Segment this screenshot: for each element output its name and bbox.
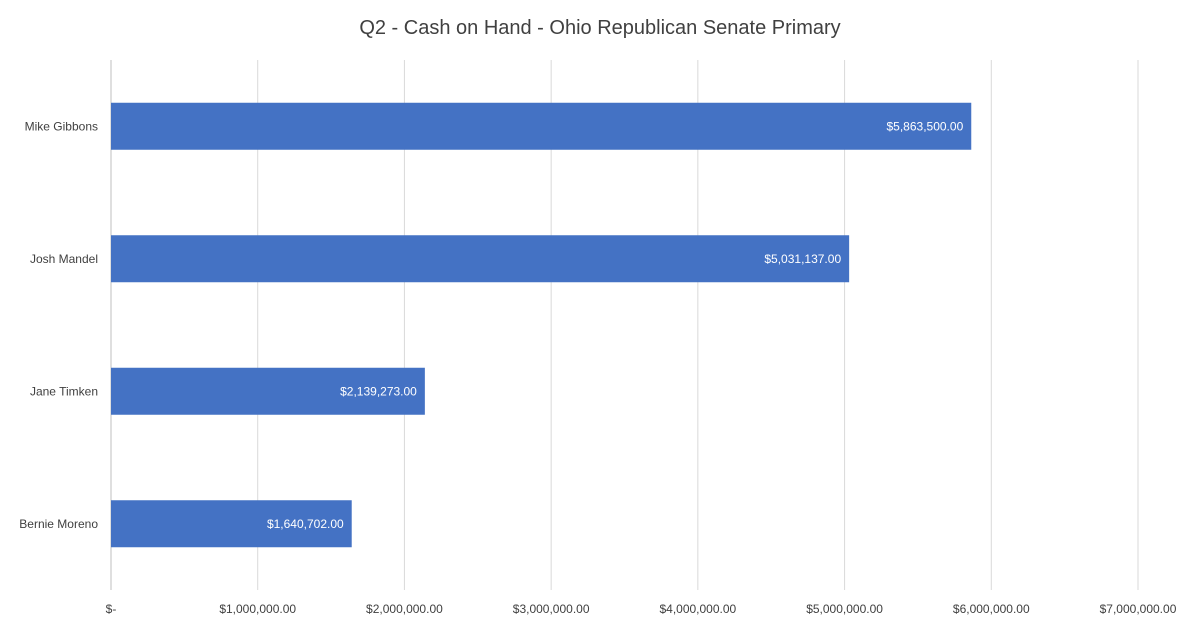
bar [111, 102, 972, 150]
x-tick-label: $6,000,000.00 [953, 602, 1030, 616]
bar [111, 367, 425, 415]
x-tick-label: $3,000,000.00 [513, 602, 590, 616]
data-labels: $5,863,500.00 $5,031,137.00 $2,139,273.00 $… [267, 119, 964, 531]
bars [111, 102, 972, 548]
data-label: $2,139,273.00 [340, 384, 417, 398]
category-labels: Mike Gibbons Josh Mandel Jane Timken Bernie… [19, 119, 98, 531]
chart-title: Q2 - Cash on Hand - Ohio Republican Sena… [359, 17, 840, 39]
category-label: Jane Timken [30, 384, 98, 398]
bar [111, 500, 352, 548]
data-label: $5,031,137.00 [764, 252, 841, 266]
x-tick-label: $4,000,000.00 [659, 602, 736, 616]
x-tick-label: $7,000,000.00 [1100, 602, 1177, 616]
x-axis-ticks: $- $1,000,000.00 $2,000,000.00 $3,000,000.0… [106, 602, 1177, 616]
x-tick-label: $2,000,000.00 [366, 602, 443, 616]
bar [111, 235, 850, 283]
category-label: Mike Gibbons [25, 119, 98, 133]
x-tick-label: $- [106, 602, 117, 616]
x-tick-label: $5,000,000.00 [806, 602, 883, 616]
data-label: $1,640,702.00 [267, 517, 344, 531]
category-label: Bernie Moreno [19, 517, 98, 531]
category-label: Josh Mandel [30, 252, 98, 266]
data-label: $5,863,500.00 [887, 119, 964, 133]
x-tick-label: $1,000,000.00 [219, 602, 296, 616]
